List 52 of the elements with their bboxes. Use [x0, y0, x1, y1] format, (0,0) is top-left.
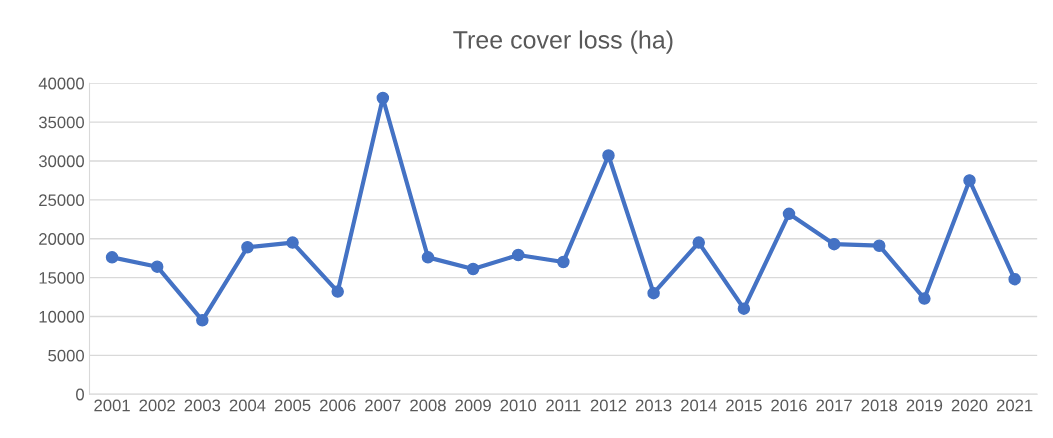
- point: [150, 260, 164, 273]
- x-tick-label: 2020: [951, 399, 988, 412]
- x-tick-label: 2019: [906, 399, 943, 412]
- point: [557, 255, 570, 269]
- point: [421, 251, 435, 264]
- point: [196, 314, 209, 327]
- point: [692, 236, 705, 249]
- x-tick-label: 2021: [996, 399, 1033, 412]
- x-tick-label: 2008: [410, 399, 446, 412]
- x-tick-label: 2002: [139, 399, 175, 412]
- x-tick-label: 2006: [320, 399, 356, 412]
- point: [873, 239, 886, 252]
- point: [782, 207, 796, 221]
- point: [511, 248, 525, 262]
- y-tick-label: 0: [76, 388, 84, 401]
- x-tick-label: 2014: [681, 399, 717, 412]
- x-tick-label: 2003: [184, 399, 221, 412]
- point: [737, 302, 751, 315]
- x-tick-label: 2001: [94, 399, 130, 412]
- x-tick-label: 2011: [546, 399, 581, 412]
- y-tick-label: 20000: [39, 233, 84, 245]
- point: [105, 251, 119, 264]
- y-tick-label: 35000: [38, 116, 84, 129]
- x-tick-label: 2007: [365, 399, 401, 412]
- y-tick-label: 15000: [39, 271, 84, 284]
- y-tick-label: 10000: [39, 310, 84, 323]
- chart-title: Tree cover loss (ha): [453, 30, 673, 54]
- x-tick-label: 2005: [274, 399, 311, 412]
- x-tick-label: 2009: [455, 399, 491, 412]
- x-tick-label: 2015: [726, 399, 762, 412]
- point: [1008, 272, 1021, 286]
- point: [466, 262, 480, 276]
- y-tick-label: 30000: [38, 155, 84, 168]
- y-tick-label: 5000: [48, 349, 84, 362]
- y-tick-label: 25000: [39, 194, 84, 207]
- point: [241, 241, 254, 254]
- point: [647, 286, 660, 300]
- x-tick-label: 2010: [500, 399, 537, 412]
- x-tick-label: 2004: [229, 399, 266, 412]
- point: [376, 91, 390, 105]
- point: [602, 149, 615, 162]
- y-tick-label: 40000: [38, 77, 84, 90]
- x-tick-label: 2017: [816, 399, 852, 412]
- x-tick-label: 2016: [771, 399, 807, 412]
- x-tick-label: 2013: [635, 399, 672, 412]
- point: [286, 236, 299, 249]
- point: [827, 237, 841, 251]
- point: [918, 292, 931, 305]
- x-tick-label: 2018: [861, 399, 898, 412]
- point: [331, 285, 344, 298]
- point: [963, 174, 976, 187]
- x-tick-label: 2012: [590, 399, 627, 412]
